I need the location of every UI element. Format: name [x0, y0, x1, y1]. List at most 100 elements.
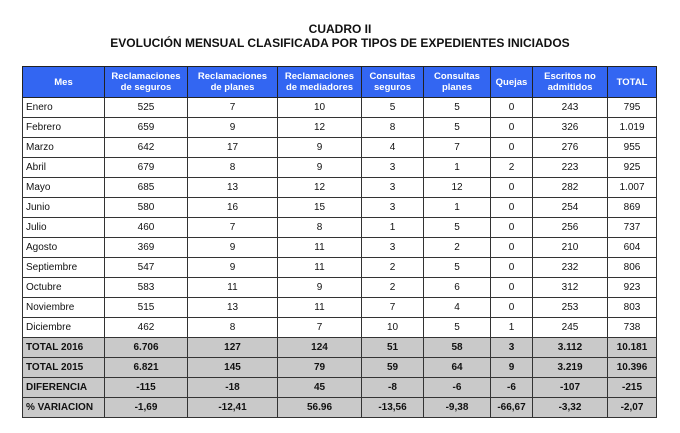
- header-text: Reclamaciones: [111, 71, 181, 82]
- cell: 56.96: [277, 397, 362, 418]
- cell: 7: [277, 317, 362, 338]
- cell: 803: [607, 297, 657, 318]
- cell: 679: [104, 157, 188, 178]
- cell: 51: [361, 337, 424, 358]
- cell: 738: [607, 317, 657, 338]
- header-text: Mes: [54, 76, 73, 88]
- cell: 124: [277, 337, 362, 358]
- cell: -6: [490, 377, 533, 398]
- cell: -1,69: [104, 397, 188, 418]
- cell: -6: [423, 377, 491, 398]
- cell: 2: [423, 237, 491, 258]
- header-text: seguros: [374, 82, 411, 93]
- cell: 3.112: [532, 337, 608, 358]
- table-row: Octubre 583 11 9 2 6 0 312 923: [22, 277, 657, 298]
- cell: 1: [361, 217, 424, 238]
- column-header: Mes: [22, 66, 105, 98]
- table-row: Septiembre 547 9 11 2 5 0 232 806: [22, 257, 657, 278]
- cell: -18: [187, 377, 278, 398]
- row-label: Diciembre: [22, 317, 105, 338]
- cell: -66,67: [490, 397, 533, 418]
- cell: 1.007: [607, 177, 657, 198]
- cell: 9: [187, 117, 278, 138]
- cell: 3: [361, 157, 424, 178]
- table-row: Febrero 659 9 12 8 5 0 326 1.019: [22, 117, 657, 138]
- table-row: Noviembre 515 13 11 7 4 0 253 803: [22, 297, 657, 318]
- cell: 253: [532, 297, 608, 318]
- cell: 5: [423, 317, 491, 338]
- cell: 0: [490, 257, 533, 278]
- cell: 737: [607, 217, 657, 238]
- cell: 11: [277, 237, 362, 258]
- cell: 223: [532, 157, 608, 178]
- cell: 16: [187, 197, 278, 218]
- cell: 0: [490, 177, 533, 198]
- cell: 17: [187, 137, 278, 158]
- cell: 460: [104, 217, 188, 238]
- cell: 925: [607, 157, 657, 178]
- cell: 462: [104, 317, 188, 338]
- row-label: Agosto: [22, 237, 105, 258]
- cell: 1: [423, 157, 491, 178]
- cell: 13: [187, 297, 278, 318]
- table-title: CUADRO II: [308, 22, 372, 36]
- cell: 369: [104, 237, 188, 258]
- cell: 326: [532, 117, 608, 138]
- row-label: Enero: [22, 97, 105, 118]
- column-header: Reclamaciones de seguros: [104, 66, 188, 98]
- cell: 583: [104, 277, 188, 298]
- total-row: TOTAL 2016 6.706 127 124 51 58 3 3.112 10.181: [22, 337, 657, 358]
- cell: 923: [607, 277, 657, 298]
- cell: 245: [532, 317, 608, 338]
- cell: 0: [490, 97, 533, 118]
- cell: 59: [361, 357, 424, 378]
- row-label: Marzo: [22, 137, 105, 158]
- column-header: Consultas planes: [423, 66, 491, 98]
- table-row: Mayo 685 13 12 3 12 0 282 1.007: [22, 177, 657, 198]
- cell: 0: [490, 297, 533, 318]
- column-header: Reclamaciones de mediadores: [277, 66, 362, 98]
- cell: -9,38: [423, 397, 491, 418]
- cell: 0: [490, 277, 533, 298]
- table-subtitle: EVOLUCIÓN MENSUAL CLASIFICADA POR TIPOS …: [110, 36, 570, 50]
- cell: 7: [187, 217, 278, 238]
- table-row: Julio 460 7 8 1 5 0 256 737: [22, 217, 657, 238]
- header-text: Quejas: [495, 76, 528, 88]
- cell: 1: [423, 197, 491, 218]
- cell: 3.219: [532, 357, 608, 378]
- cell: 6.821: [104, 357, 188, 378]
- cell: 525: [104, 97, 188, 118]
- cell: 5: [423, 217, 491, 238]
- cell: 64: [423, 357, 491, 378]
- cell: 12: [423, 177, 491, 198]
- header-text: TOTAL: [616, 76, 648, 88]
- cell: 5: [361, 97, 424, 118]
- cell: -3,32: [532, 397, 608, 418]
- header-text: Reclamaciones: [197, 71, 268, 82]
- cell: 11: [187, 277, 278, 298]
- cell: 1: [490, 317, 533, 338]
- cell: 547: [104, 257, 188, 278]
- table-row: Junio 580 16 15 3 1 0 254 869: [22, 197, 657, 218]
- header-text: Escritos no: [544, 71, 596, 82]
- table-row: Agosto 369 9 11 3 2 0 210 604: [22, 237, 657, 258]
- cell: 8: [277, 217, 362, 238]
- row-label: Febrero: [22, 117, 105, 138]
- cell: 806: [607, 257, 657, 278]
- cell: 232: [532, 257, 608, 278]
- header-text: de seguros: [120, 82, 172, 93]
- cell: 11: [277, 297, 362, 318]
- cell: 2: [361, 277, 424, 298]
- column-header: Escritos no admitidos: [532, 66, 608, 98]
- cell: 7: [187, 97, 278, 118]
- header-text: Consultas: [369, 71, 416, 82]
- cell: 127: [187, 337, 278, 358]
- cell: 45: [277, 377, 362, 398]
- cell: 795: [607, 97, 657, 118]
- cell: 8: [187, 317, 278, 338]
- cell: 4: [423, 297, 491, 318]
- cell: 13: [187, 177, 278, 198]
- table-row: Marzo 642 17 9 4 7 0 276 955: [22, 137, 657, 158]
- cell: 7: [423, 137, 491, 158]
- row-label: Septiembre: [22, 257, 105, 278]
